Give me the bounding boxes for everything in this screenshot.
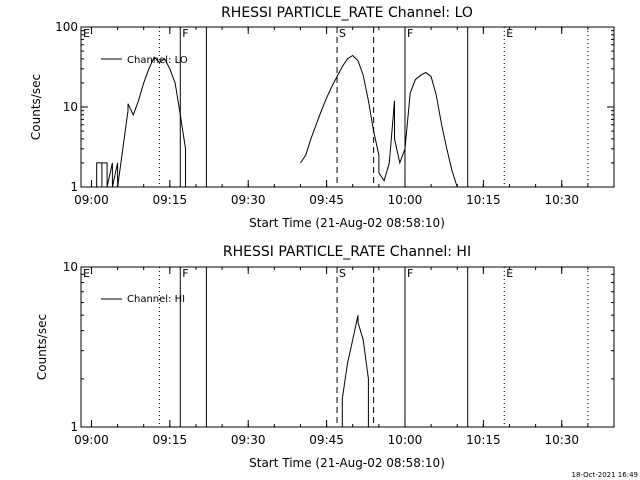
- top-panel-marker-label: F: [182, 27, 188, 40]
- timestamp: 18-Oct-2021 16:49: [572, 471, 638, 479]
- bottom-panel-ytick-label: 1: [70, 420, 78, 434]
- top-panel-xtick-label: 10:15: [466, 193, 501, 207]
- top-panel-marker-label: E: [83, 27, 90, 40]
- bottom-panel-marker-label: F: [182, 267, 188, 280]
- bottom-panel-marker-label: E: [83, 267, 90, 280]
- top-panel-marker-label: S: [339, 27, 346, 40]
- bottom-panel-series-line: [341, 315, 369, 427]
- bottom-panel: RHESSI PARTICLE_RATE Channel: HI Counts/…: [35, 244, 615, 470]
- bottom-panel-xtick-label: 09:15: [153, 433, 188, 447]
- top-panel-marker-label: F: [407, 27, 413, 40]
- top-panel: RHESSI PARTICLE_RATE Channel: LO Counts/…: [29, 5, 615, 230]
- top-panel-series-line: [300, 54, 458, 188]
- bottom-panel-xtick-label: 10:00: [388, 433, 423, 447]
- bottom-panel-xtick-label: 09:45: [309, 433, 344, 447]
- bottom-panel-title: RHESSI PARTICLE_RATE Channel: HI: [223, 244, 471, 260]
- top-panel-marker-label: E: [506, 27, 513, 40]
- bottom-panel-xtick-label: 09:00: [74, 433, 109, 447]
- top-panel-xtick-label: 09:30: [231, 193, 266, 207]
- bottom-panel-marker-label: E: [506, 267, 513, 280]
- top-panel-ylabel: Counts/sec: [29, 74, 43, 140]
- top-panel-xtick-label: 09:45: [309, 193, 344, 207]
- top-panel-series-line: [96, 56, 186, 188]
- top-panel-xtick-label: 10:30: [544, 193, 579, 207]
- top-panel-ytick-label: 1: [70, 180, 78, 194]
- top-panel-xtick-label: 09:00: [74, 193, 109, 207]
- top-panel-xtick-label: 09:15: [153, 193, 188, 207]
- bottom-panel-marker-label: F: [407, 267, 413, 280]
- top-panel-xlabel: Start Time (21-Aug-02 08:58:10): [249, 216, 445, 230]
- bottom-panel-legend-label: Channel: HI: [127, 294, 185, 305]
- bottom-panel-marker-label: S: [339, 267, 346, 280]
- bottom-panel-xtick-label: 10:30: [544, 433, 579, 447]
- bottom-panel-xtick-label: 09:30: [231, 433, 266, 447]
- top-panel-ytick-label: 100: [55, 20, 78, 34]
- top-panel-title: RHESSI PARTICLE_RATE Channel: LO: [221, 5, 473, 21]
- bottom-panel-xtick-label: 10:15: [466, 433, 501, 447]
- bottom-panel-xlabel: Start Time (21-Aug-02 08:58:10): [249, 456, 445, 470]
- top-panel-ytick-label: 10: [63, 100, 78, 114]
- bottom-panel-frame: [80, 266, 615, 428]
- bottom-panel-ylabel: Counts/sec: [35, 314, 49, 380]
- top-panel-xtick-label: 10:00: [388, 193, 423, 207]
- bottom-panel-ytick-label: 10: [63, 260, 78, 274]
